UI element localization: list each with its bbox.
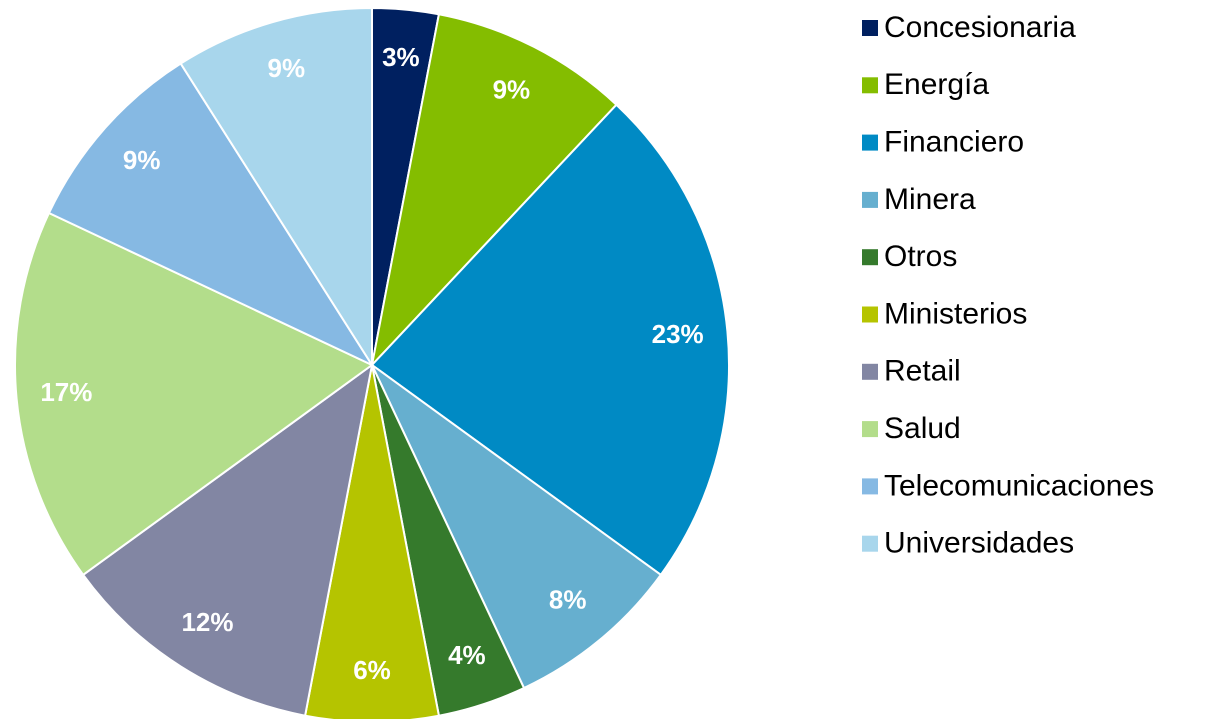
legend-label: Universidades — [884, 527, 1074, 560]
data-label: 23% — [652, 319, 704, 349]
legend-label: Otros — [884, 240, 957, 273]
pie-slice — [81, 362, 374, 717]
data-label: 4% — [448, 640, 486, 670]
data-label: 9% — [123, 145, 161, 175]
legend-swatch — [862, 306, 878, 323]
pie-slice — [370, 13, 618, 369]
pie-slice — [14, 211, 374, 577]
pie-slice — [179, 6, 373, 369]
legend-label: Salud — [884, 412, 961, 445]
legend-swatch — [862, 249, 878, 266]
legend-label: Ministerios — [884, 297, 1027, 330]
data-label: 17% — [40, 377, 92, 407]
pie-slice — [370, 103, 730, 577]
legend-swatch — [862, 191, 878, 208]
legend-swatch — [862, 134, 878, 151]
legend-swatch — [862, 77, 878, 94]
legend-swatch — [862, 363, 878, 380]
legend-label: Retail — [884, 355, 961, 388]
pie-slice — [371, 364, 663, 690]
data-label: 8% — [549, 584, 587, 614]
legend-swatch — [862, 421, 878, 438]
pie-slice — [47, 62, 375, 368]
legend-label: Financiero — [884, 126, 1024, 159]
data-label: 12% — [181, 607, 233, 637]
data-label: 9% — [268, 53, 306, 83]
legend-swatch — [862, 478, 878, 495]
legend-label: Concesionaria — [884, 11, 1076, 44]
data-label: 6% — [353, 655, 391, 685]
data-label: 9% — [493, 74, 531, 104]
legend-label: Energía — [884, 68, 989, 101]
legend-label: Minera — [884, 183, 976, 216]
legend-swatch — [862, 535, 878, 552]
legend-swatch — [862, 20, 878, 36]
data-label: 3% — [382, 42, 420, 72]
legend-label: Telecomunicaciones — [884, 469, 1154, 502]
